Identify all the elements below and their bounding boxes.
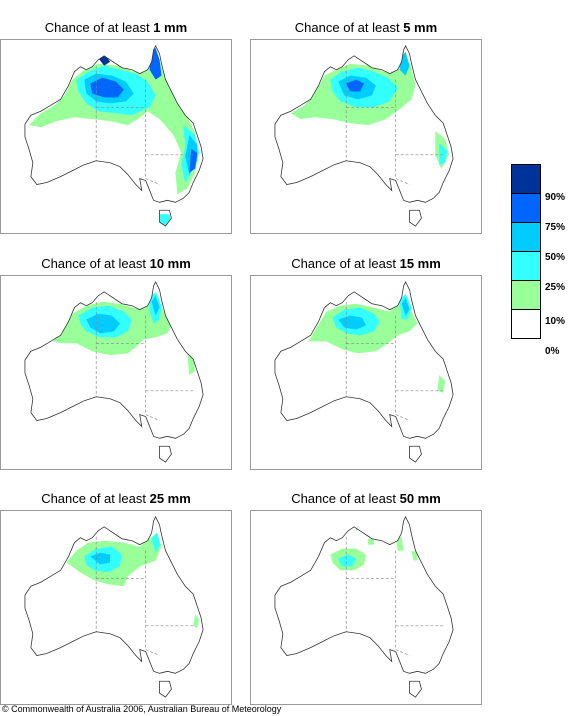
probability-shading xyxy=(66,532,200,628)
legend-label-10: 10% xyxy=(545,316,566,327)
rain-map-5mm xyxy=(250,39,482,234)
rain-area-3 xyxy=(151,532,161,553)
probability-legend: 90% 75% 50% 25% 10% 0% xyxy=(511,164,565,357)
probability-shading xyxy=(290,51,450,169)
legend-swatch-25 xyxy=(511,251,541,281)
state-borders xyxy=(345,65,446,185)
coastline xyxy=(24,45,204,203)
legend-swatch-90 xyxy=(511,164,541,194)
coastline xyxy=(24,281,204,439)
legend-label-25: 25% xyxy=(545,282,566,293)
legend-label-75: 75% xyxy=(545,222,566,233)
tasmania-coastline xyxy=(409,680,422,698)
panel-title-15mm: Chance of at least 15 mm xyxy=(291,256,441,271)
rain-map-1mm xyxy=(0,39,232,234)
legend-swatch-75 xyxy=(511,193,541,223)
tasmania-coastline xyxy=(159,445,172,463)
rain-area-1 xyxy=(193,613,200,628)
rain-area-5 xyxy=(401,297,410,316)
coastline xyxy=(274,516,454,674)
rain-area-0 xyxy=(28,59,200,195)
coastline xyxy=(274,281,454,439)
panel-title-1mm: Chance of at least 1 mm xyxy=(44,20,188,35)
rain-area-4 xyxy=(367,538,374,545)
coastline xyxy=(24,516,204,674)
tasmania-coastline xyxy=(409,445,422,463)
legend-swatch-50 xyxy=(511,222,541,252)
rain-area-7 xyxy=(90,77,124,98)
copyright-notice: © Commonwealth of Australia 2006, Austra… xyxy=(2,704,282,714)
state-borders xyxy=(345,301,446,421)
state-borders xyxy=(95,301,196,421)
rain-area-3 xyxy=(439,142,448,165)
state-borders xyxy=(95,65,196,185)
rain-area-1 xyxy=(437,374,446,393)
rain-area-4 xyxy=(86,313,120,334)
rain-area-6 xyxy=(346,79,365,92)
rain-area-10 xyxy=(98,55,111,66)
tasmania-coastline xyxy=(409,209,422,227)
rain-map-10mm xyxy=(0,275,232,470)
tasmania-coastline xyxy=(159,209,172,227)
tasmania-coastline xyxy=(159,680,172,698)
rain-area-1 xyxy=(24,190,35,205)
rain-map-50mm xyxy=(250,510,482,705)
rain-map-15mm xyxy=(250,275,482,470)
rain-area-5 xyxy=(338,554,357,567)
rain-area-4 xyxy=(90,552,111,565)
coastline xyxy=(274,45,454,203)
panel-title-10mm: Chance of at least 10 mm xyxy=(41,256,191,271)
rain-area-3 xyxy=(411,550,418,561)
probability-shading xyxy=(52,291,196,375)
rain-area-4 xyxy=(338,315,366,330)
panel-title-25mm: Chance of at least 25 mm xyxy=(41,491,191,506)
legend-swatch-0 xyxy=(511,309,541,339)
legend-label-90: 90% xyxy=(545,192,566,203)
legend-label-0: 0% xyxy=(545,346,560,357)
australia-landmass xyxy=(274,516,454,698)
panel-title-5mm: Chance of at least 5 mm xyxy=(294,20,438,35)
legend-label-50: 50% xyxy=(545,252,566,263)
rain-area-5 xyxy=(151,295,160,316)
probability-shading xyxy=(308,293,446,393)
legend-swatch-10 xyxy=(511,280,541,310)
rain-map-25mm xyxy=(0,510,232,705)
panel-title-50mm: Chance of at least 50 mm xyxy=(291,491,441,506)
